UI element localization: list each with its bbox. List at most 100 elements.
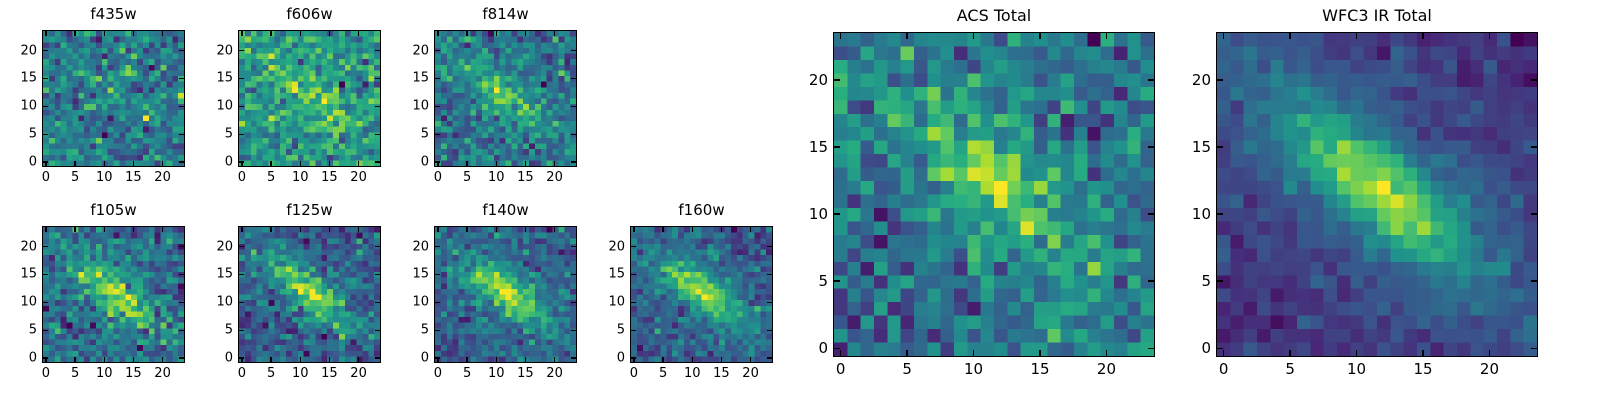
y-tickmark [767,245,772,248]
y-tickmark [435,301,440,304]
y-tick-label: 0 [1201,339,1211,358]
heatmap-canvas-f160w [631,227,772,362]
y-tickmark [571,161,576,163]
y-tick-label: 0 [224,350,233,366]
y-tickmark [1531,213,1537,215]
y-tick-label: 15 [216,70,233,86]
y-tick-label: 20 [608,239,625,255]
y-tick-label: 0 [224,154,233,170]
x-tickmark [524,357,527,362]
y-tickmark [43,77,48,80]
y-tickmark [571,77,576,80]
x-tick-label: 10 [487,366,505,381]
y-tickmark [1531,146,1537,148]
x-tickmark [132,227,135,232]
x-tick-label: 0 [237,366,247,381]
heatmap-panel-wfc3_total: WFC3 IR Total 0 5 10 15 20 0 5 10 15 20 [1192,6,1538,378]
y-tickmark [43,105,48,108]
y-tickmark [767,357,772,359]
heatmap-canvas-f105w [43,227,184,362]
y-tickmark [43,273,48,276]
x-tickmark [839,33,842,39]
x-tick-label: 5 [462,170,472,185]
y-tickmark [375,301,380,304]
x-tick-label: 15 [517,170,534,185]
y-tickmark [179,301,184,304]
panel-title-f125w: f125w [286,201,333,219]
x-tickmark [553,227,556,232]
heatmap-canvas-f606w [239,31,380,166]
x-tickmark [437,31,439,36]
x-tickmark [553,31,556,36]
x-tick-label: 0 [629,366,639,381]
x-tick-label: 20 [742,366,759,381]
x-tickmark [45,31,47,36]
y-tick-label: 15 [20,70,37,86]
x-tick-label: 10 [95,366,113,381]
panel-title-f606w: f606w [286,5,333,23]
y-tickmark [834,79,840,81]
y-tickmark [631,245,636,248]
y-tickmark [179,133,184,136]
panel-title-f105w: f105w [90,201,137,219]
y-tickmark [631,329,636,332]
heatmap-plot-f105w: 0 5 10 15 20 0 5 10 15 20 [20,226,185,381]
x-tickmark [45,357,47,362]
x-tickmark [161,357,164,362]
x-tick-label: 20 [1479,360,1500,378]
x-tick-label: 0 [41,170,51,185]
x-tickmark [906,33,908,39]
x-tickmark [299,227,301,232]
x-tick-label: 20 [546,170,563,185]
y-tickmark [43,357,48,359]
x-tickmark [972,350,975,356]
y-tickmark [179,161,184,163]
heatmap-plot-f606w: 0 5 10 15 20 0 5 10 15 20 [216,30,381,185]
x-tickmark [161,227,164,232]
x-tickmark [357,227,360,232]
heatmap-panel-f435w: f435w 0 5 10 15 20 0 5 10 15 20 [20,5,185,185]
y-tick-label: 10 [1191,205,1211,224]
x-tickmark [1422,350,1424,356]
x-tick-label: 15 [713,366,730,381]
x-tickmark [633,357,635,362]
y-tickmark [571,245,576,248]
y-tick-label: 10 [412,294,429,310]
x-tick-label: 10 [291,366,309,381]
y-tick-label: 15 [20,266,37,282]
y-tickmark [435,49,440,52]
y-tickmark [1148,213,1154,215]
y-tickmark [1148,280,1154,282]
x-tickmark [466,161,468,166]
x-tick-label: 20 [154,170,171,185]
x-tick-label: 10 [95,170,113,185]
y-tick-label: 5 [420,126,429,142]
y-tickmark [375,105,380,108]
x-tickmark [357,357,360,362]
x-tickmark [328,357,331,362]
y-tickmark [435,273,440,276]
x-tickmark [495,357,497,362]
y-tick-label: 15 [608,266,625,282]
x-tick-label: 15 [125,170,142,185]
x-tickmark [74,31,76,36]
y-tick-label: 5 [616,322,625,338]
x-tick-label: 0 [41,366,51,381]
x-tickmark [524,31,527,36]
y-tick-label: 10 [412,98,429,114]
x-tick-label: 15 [517,366,534,381]
y-tick-label: 0 [616,350,625,366]
y-tick-label: 10 [20,98,37,114]
heatmap-plot-f125w: 0 5 10 15 20 0 5 10 15 20 [216,226,381,381]
y-tick-label: 5 [28,322,37,338]
y-tick-label: 20 [216,43,233,59]
y-tickmark [179,357,184,359]
y-tickmark [239,329,244,332]
x-tickmark [132,357,135,362]
y-tick-label: 10 [216,98,233,114]
x-tickmark [1355,33,1358,39]
y-tick-label: 10 [608,294,625,310]
x-tick-label: 0 [237,170,247,185]
heatmap-plot-f814w: 0 5 10 15 20 0 5 10 15 20 [412,30,577,185]
x-tickmark [328,161,331,166]
